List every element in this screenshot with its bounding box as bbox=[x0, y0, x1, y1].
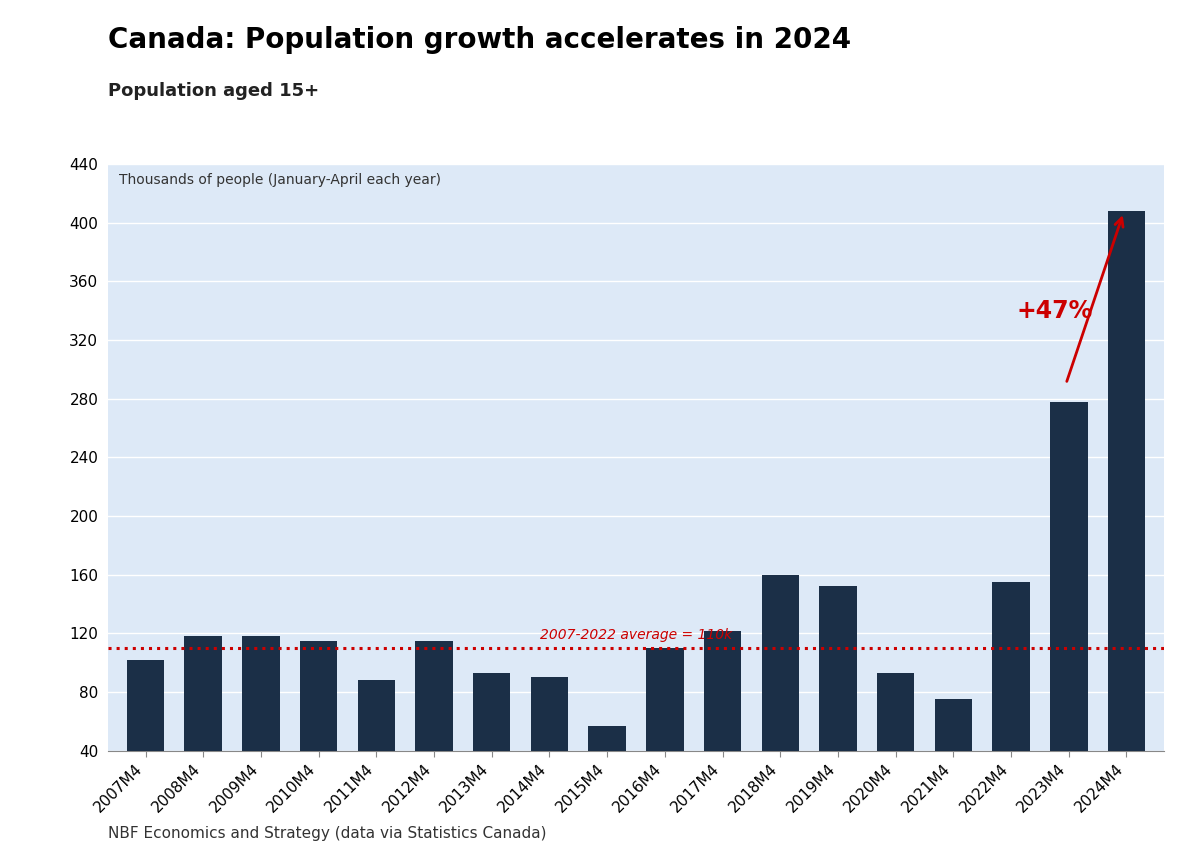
Bar bbox=[1050, 401, 1087, 809]
Bar bbox=[588, 726, 626, 809]
Text: Canada: Population growth accelerates in 2024: Canada: Population growth accelerates in… bbox=[108, 26, 851, 54]
Bar bbox=[473, 673, 510, 809]
Bar bbox=[530, 677, 568, 809]
Bar bbox=[1108, 211, 1145, 809]
Bar bbox=[704, 631, 742, 809]
Text: Thousands of people (January-April each year): Thousands of people (January-April each … bbox=[119, 173, 440, 186]
Bar bbox=[300, 640, 337, 809]
Bar bbox=[820, 587, 857, 809]
Bar bbox=[415, 640, 452, 809]
Text: 2007-2022 average = 110k: 2007-2022 average = 110k bbox=[540, 628, 732, 642]
Bar bbox=[877, 673, 914, 809]
Bar bbox=[935, 699, 972, 809]
Bar bbox=[185, 636, 222, 809]
Bar bbox=[992, 582, 1030, 809]
Text: Population aged 15+: Population aged 15+ bbox=[108, 82, 319, 100]
Bar bbox=[358, 680, 395, 809]
Bar bbox=[762, 575, 799, 809]
Text: +47%: +47% bbox=[1016, 299, 1093, 323]
Bar bbox=[127, 660, 164, 809]
Bar bbox=[646, 648, 684, 809]
Text: NBF Economics and Strategy (data via Statistics Canada): NBF Economics and Strategy (data via Sta… bbox=[108, 827, 546, 841]
Bar bbox=[242, 636, 280, 809]
